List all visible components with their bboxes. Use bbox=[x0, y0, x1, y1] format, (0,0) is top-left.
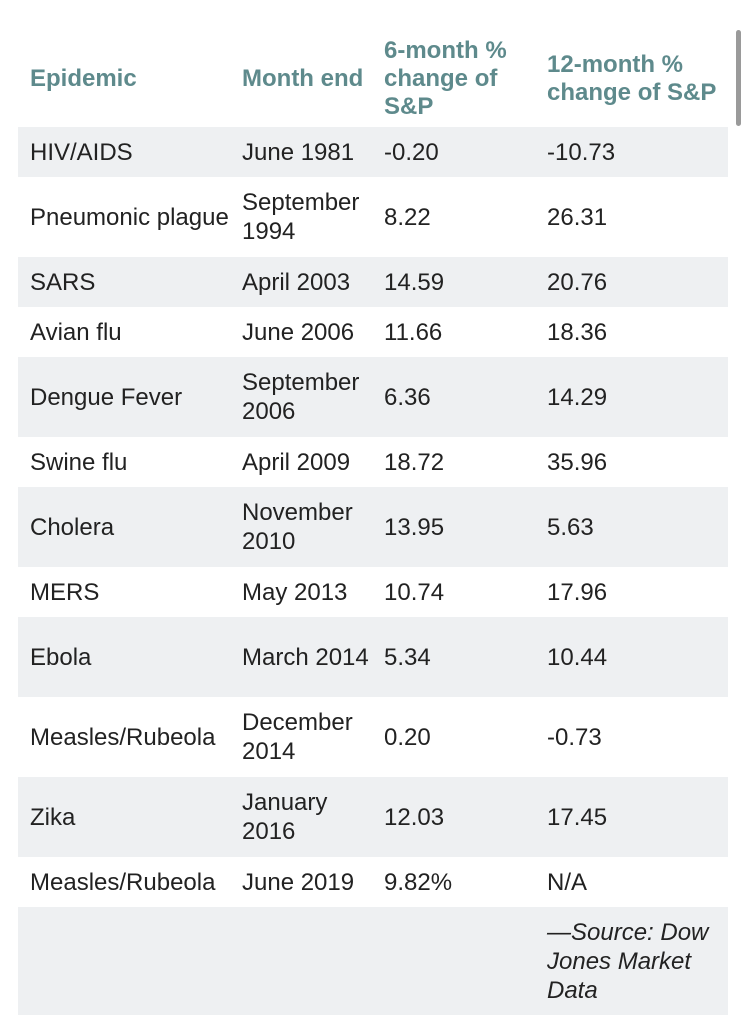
table-header: Epidemic Month end 6-month % change of S… bbox=[18, 30, 728, 127]
cell-month-end: November 2010 bbox=[242, 499, 353, 555]
cell-epidemic: Ebola bbox=[30, 643, 92, 671]
cell-six-month: 0.20 bbox=[384, 723, 431, 751]
header-month-end: Month end bbox=[242, 64, 364, 92]
cell-epidemic: Measles/Rubeola bbox=[30, 868, 216, 896]
cell-six-month: 5.34 bbox=[384, 643, 431, 671]
source-note: —Source: Dow Jones Market Data bbox=[547, 918, 709, 1004]
cell-epidemic: HIV/AIDS bbox=[30, 138, 133, 166]
cell-six-month: 6.36 bbox=[384, 383, 431, 411]
cell-twelve-month: 10.44 bbox=[547, 643, 608, 671]
table-row: Swine flu April 2009 18.72 35.96 bbox=[18, 437, 728, 487]
cell-month-end: June 1981 bbox=[242, 138, 355, 166]
cell-six-month: 14.59 bbox=[384, 268, 445, 296]
table-row: MERS May 2013 10.74 17.96 bbox=[18, 567, 728, 617]
cell-month-end: January 2016 bbox=[242, 789, 328, 845]
epidemic-sp-table: Epidemic Month end 6-month % change of S… bbox=[18, 30, 728, 1015]
cell-six-month: 11.66 bbox=[384, 318, 443, 346]
cell-epidemic: Measles/Rubeola bbox=[30, 723, 216, 751]
table-row: Cholera November 2010 13.95 5.63 bbox=[18, 487, 728, 567]
source-row: —Source: Dow Jones Market Data bbox=[18, 907, 728, 1015]
table-row: SARS April 2003 14.59 20.76 bbox=[18, 257, 728, 307]
cell-six-month: -0.20 bbox=[384, 138, 439, 166]
header-epidemic: Epidemic bbox=[30, 64, 137, 92]
cell-epidemic: MERS bbox=[30, 578, 100, 606]
table-row: Ebola March 2014 5.34 10.44 bbox=[18, 617, 728, 697]
cell-epidemic: Zika bbox=[30, 803, 76, 831]
cell-month-end: December 2014 bbox=[242, 709, 353, 765]
cell-twelve-month: N/A bbox=[547, 868, 588, 896]
table-row: Avian flu June 2006 11.66 18.36 bbox=[18, 307, 728, 357]
cell-twelve-month: 17.45 bbox=[547, 803, 608, 831]
cell-twelve-month: 14.29 bbox=[547, 383, 608, 411]
cell-epidemic: Avian flu bbox=[30, 318, 122, 346]
cell-month-end: September 1994 bbox=[242, 189, 360, 245]
table-row: Measles/Rubeola December 2014 0.20 -0.73 bbox=[18, 697, 728, 777]
cell-month-end: September 2006 bbox=[242, 369, 360, 425]
cell-twelve-month: 5.63 bbox=[547, 513, 594, 541]
table-row: Zika January 2016 12.03 17.45 bbox=[18, 777, 728, 857]
cell-epidemic: Cholera bbox=[30, 513, 115, 541]
cell-twelve-month: -10.73 bbox=[547, 138, 616, 166]
cell-six-month: 10.74 bbox=[384, 578, 445, 606]
table-row: Dengue Fever September 2006 6.36 14.29 bbox=[18, 357, 728, 437]
cell-six-month: 8.22 bbox=[384, 203, 431, 231]
cell-twelve-month: 20.76 bbox=[547, 268, 608, 296]
cell-month-end: June 2019 bbox=[242, 868, 355, 896]
cell-month-end: March 2014 bbox=[242, 643, 369, 671]
cell-month-end: April 2003 bbox=[242, 268, 351, 296]
scrollbar[interactable] bbox=[736, 30, 741, 126]
table-row: Pneumonic plague September 1994 8.22 26.… bbox=[18, 177, 728, 257]
cell-month-end: June 2006 bbox=[242, 318, 355, 346]
header-six-month: 6-month % change of S&P bbox=[384, 36, 507, 120]
cell-twelve-month: 35.96 bbox=[547, 448, 608, 476]
cell-epidemic: Pneumonic plague bbox=[30, 203, 229, 231]
cell-epidemic: SARS bbox=[30, 268, 96, 296]
cell-twelve-month: 18.36 bbox=[547, 318, 608, 346]
cell-six-month: 9.82% bbox=[384, 868, 453, 896]
table-row: Measles/Rubeola June 2019 9.82% N/A bbox=[18, 857, 728, 907]
cell-month-end: April 2009 bbox=[242, 448, 351, 476]
cell-epidemic: Dengue Fever bbox=[30, 383, 183, 411]
table-row: HIV/AIDS June 1981 -0.20 -10.73 bbox=[18, 127, 728, 177]
cell-twelve-month: 26.31 bbox=[547, 203, 608, 231]
cell-month-end: May 2013 bbox=[242, 578, 348, 606]
header-twelve-month: 12-month % change of S&P bbox=[547, 50, 717, 106]
cell-twelve-month: -0.73 bbox=[547, 723, 602, 751]
cell-six-month: 18.72 bbox=[384, 448, 445, 476]
cell-six-month: 12.03 bbox=[384, 803, 445, 831]
cell-twelve-month: 17.96 bbox=[547, 578, 608, 606]
cell-six-month: 13.95 bbox=[384, 513, 445, 541]
cell-epidemic: Swine flu bbox=[30, 448, 128, 476]
